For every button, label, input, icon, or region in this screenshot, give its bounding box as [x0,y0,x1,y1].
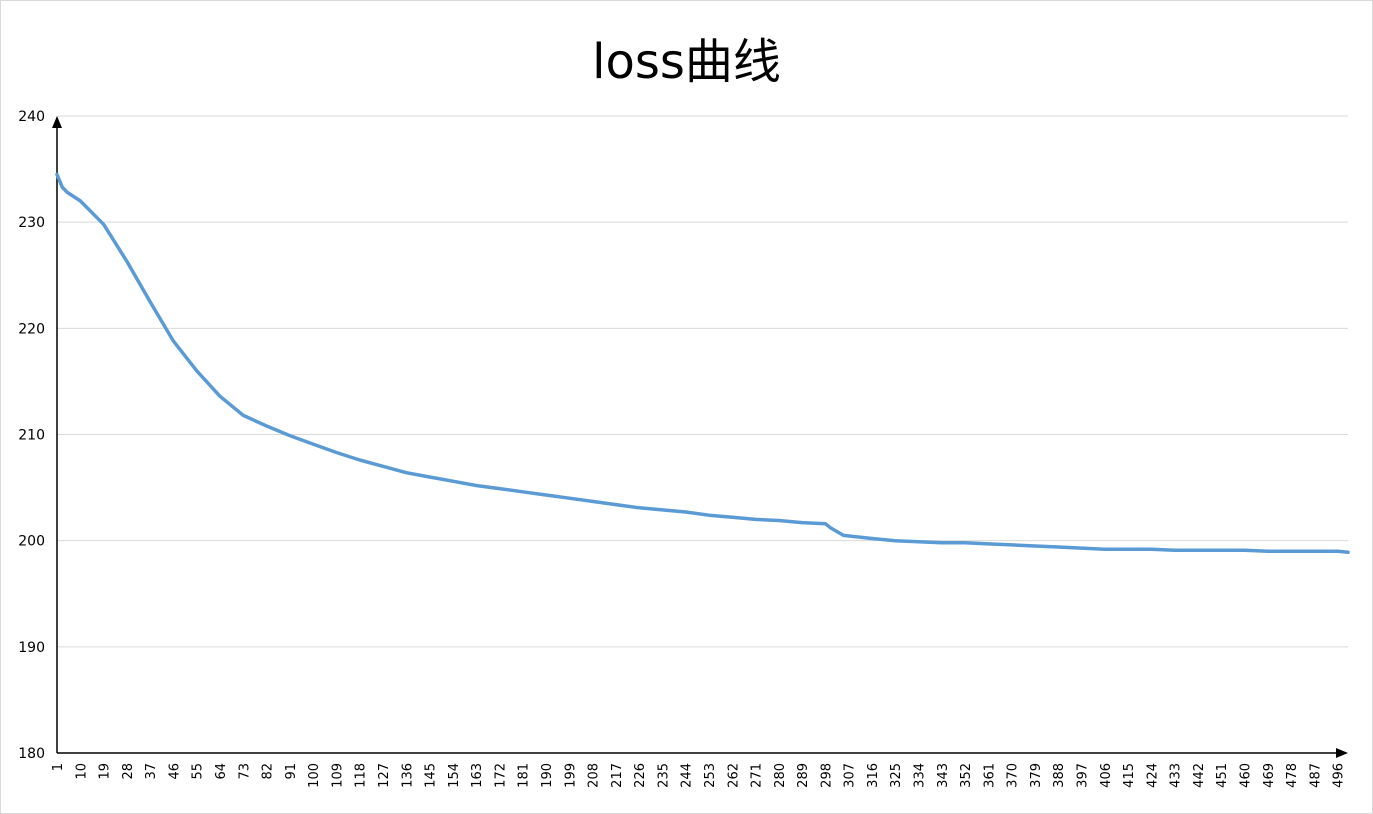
x-tick-label: 46 [167,763,182,780]
y-tick-label: 190 [18,640,45,656]
y-tick-label: 210 [18,428,45,444]
x-tick-label: 289 [796,763,811,788]
x-axis-arrow-icon [1336,748,1348,758]
x-tick-label: 316 [866,763,881,788]
x-tick-label: 217 [610,763,625,788]
x-tick-label: 172 [493,763,508,788]
x-tick-label: 298 [819,763,834,788]
chart-title: loss曲线 [592,34,781,90]
y-tick-label: 240 [18,109,45,125]
x-tick-label: 253 [703,763,718,788]
x-tick-label: 82 [261,763,276,780]
x-tick-label: 478 [1285,763,1300,788]
x-tick-label: 91 [284,763,299,780]
x-tick-labels: 1 10 19 28 37 46 55 64 73 82 91 100 109 118 127 136 145 1… [51,763,1347,788]
x-tick-label: 190 [540,763,555,788]
x-tick-label: 199 [563,763,578,788]
x-tick-label: 127 [377,763,392,788]
x-tick-label: 460 [1239,763,1254,788]
x-tick-label: 10 [74,763,89,780]
x-tick-label: 433 [1169,763,1184,788]
x-tick-label: 370 [1006,763,1021,788]
x-tick-label: 136 [400,763,415,788]
x-tick-label: 487 [1308,763,1323,788]
x-tick-label: 262 [726,763,741,788]
x-tick-label: 415 [1122,763,1137,788]
x-tick-label: 73 [237,763,252,780]
y-tick-label: 200 [18,534,45,550]
x-tick-label: 271 [750,763,765,788]
y-tick-labels: 180 190 200 210 220 230 240 [18,109,45,762]
x-tick-label: 19 [98,763,113,780]
y-tick-label: 180 [18,746,45,762]
x-tick-label: 379 [1029,763,1044,788]
x-tick-label: 469 [1262,763,1277,788]
x-tick-label: 55 [191,763,206,780]
x-tick-label: 361 [982,763,997,788]
x-tick-label: 145 [424,763,439,788]
x-tick-label: 343 [936,763,951,788]
x-tick-label: 235 [656,763,671,788]
x-tick-label: 28 [121,763,136,780]
axes [52,116,1348,758]
x-tick-label: 496 [1332,763,1347,788]
x-tick-label: 406 [1099,763,1114,788]
x-tick-label: 424 [1145,763,1160,788]
x-tick-label: 244 [680,763,695,788]
x-tick-label: 64 [214,763,229,780]
x-tick-label: 451 [1215,763,1230,788]
x-tick-label: 280 [773,763,788,788]
x-tick-label: 442 [1192,763,1207,788]
series-lines [55,172,1350,555]
x-tick-label: 226 [633,763,648,788]
x-tick-label: 109 [330,763,345,788]
y-tick-label: 220 [18,321,45,337]
x-tick-label: 118 [354,763,369,788]
grid-lines [57,115,1348,648]
x-tick-label: 325 [889,763,904,788]
x-tick-label: 397 [1076,763,1091,788]
x-tick-label: 208 [587,763,602,788]
x-tick-label: 154 [447,763,462,788]
x-tick-label: 352 [959,763,974,788]
x-tick-label: 1 [51,763,66,771]
loss-series-line [55,172,1350,555]
x-tick-label: 37 [144,763,159,780]
x-tick-label: 307 [843,763,858,788]
x-tick-label: 181 [517,763,532,788]
x-tick-label: 388 [1052,763,1067,788]
y-tick-label: 230 [18,215,45,231]
y-axis-arrow-icon [52,116,62,128]
x-tick-label: 334 [913,763,928,788]
x-tick-label: 100 [307,763,322,788]
x-tick-label: 163 [470,763,485,788]
